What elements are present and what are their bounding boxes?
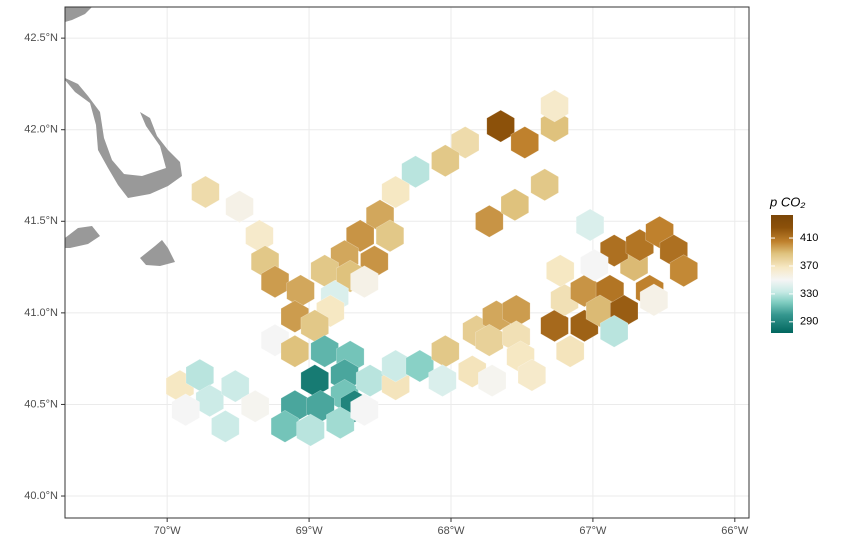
pco2-cell [345, 219, 375, 253]
pco2-cell [350, 393, 379, 427]
x-tick-label: 67°W [579, 525, 607, 537]
y-tick-label: 40.0°N [24, 490, 58, 502]
x-tick-label: 68°W [437, 525, 465, 537]
pco2-cell [310, 334, 339, 368]
pco2-cell [428, 364, 457, 397]
pco2-cell [510, 126, 539, 159]
pco2-cell [599, 314, 629, 348]
pco2-cell [280, 334, 310, 368]
x-tick-label: 70°W [154, 525, 182, 537]
pco2-cell [540, 309, 569, 343]
land-north [65, 7, 92, 22]
pco2-cell [450, 126, 480, 159]
pco2-cell [530, 168, 559, 202]
x-tick-label: 66°W [721, 525, 749, 537]
land [65, 7, 182, 266]
pco2-cell [381, 175, 410, 209]
pco2-cell [191, 175, 220, 209]
cape-cod [65, 78, 182, 198]
pco2-cell [540, 109, 569, 143]
pco2-cell [270, 410, 300, 443]
panel-border [64, 6, 750, 519]
pco2-cell [486, 109, 515, 143]
pco2-cell [241, 389, 270, 423]
pco2-cell [375, 219, 405, 253]
pco2-cell [401, 155, 430, 189]
pco2-cell [171, 393, 200, 427]
nantucket [140, 240, 175, 266]
colorbar-label: 370 [800, 260, 818, 272]
pco2-cell [431, 144, 460, 178]
legend-title: p CO₂ [769, 194, 805, 209]
pco2-cell [517, 358, 547, 392]
y-tick-label: 42.0°N [24, 124, 58, 136]
pco2-cell [575, 208, 605, 242]
y-tick-label: 42.5°N [24, 32, 58, 44]
pco2-cell [260, 265, 290, 299]
colorbar-label: 410 [800, 232, 818, 244]
colorbar-label: 290 [800, 316, 818, 328]
colorbar-label: 330 [800, 288, 818, 300]
pco2-cell [296, 413, 325, 447]
pco2-cell [555, 334, 585, 368]
pco2-cell [669, 254, 698, 288]
x-tick-label: 69°W [296, 525, 324, 537]
pco2-cell [211, 410, 240, 443]
pco2-cell [540, 89, 569, 123]
marthas-vineyard [65, 226, 100, 248]
pco2-cell [580, 248, 609, 282]
pco2-cell [350, 265, 379, 299]
y-tick-label: 40.5°N [24, 398, 58, 410]
pco2-cell [639, 283, 669, 317]
y-tick-label: 41.0°N [24, 307, 58, 319]
pco2-cell [500, 188, 530, 222]
pco2-cell [221, 369, 250, 403]
pco2-cell [546, 254, 575, 288]
pco2-cell [477, 364, 507, 397]
y-tick-label: 41.5°N [24, 215, 58, 227]
pco2-cell [225, 190, 254, 223]
colorbar [771, 215, 793, 333]
